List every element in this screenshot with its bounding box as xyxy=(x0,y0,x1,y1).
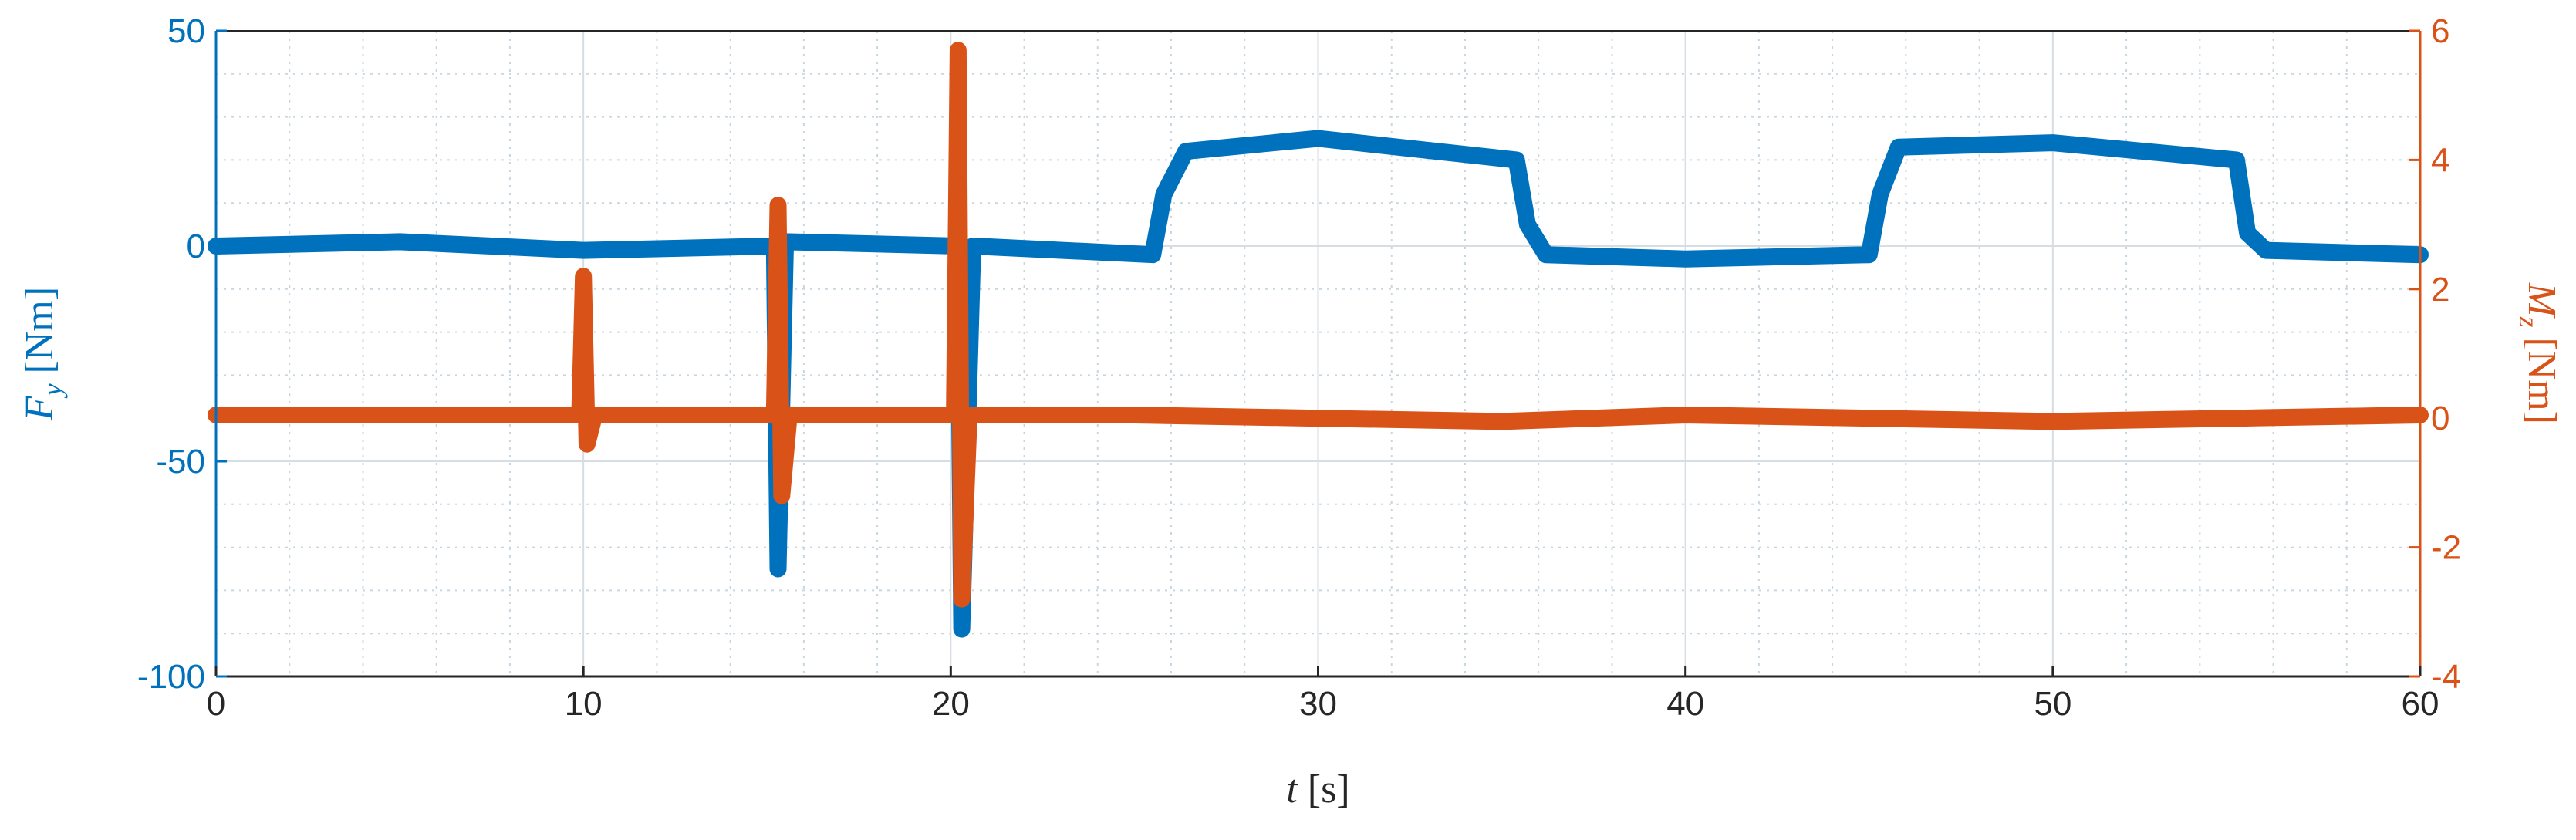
right-y-axis-label-subscript: z xyxy=(2514,315,2544,327)
x-axis-label-variable: t xyxy=(1286,767,1298,811)
x-tick-label: 50 xyxy=(2034,685,2071,723)
left-y-axis-label-variable: F xyxy=(18,395,62,421)
left-y-tick-label: 0 xyxy=(187,228,205,265)
labels-layer: 0 10 20 30 40 50 60 -100 -50 0 50 -4 -2 0 2 4 6 t [s] Fy [… xyxy=(18,12,2564,811)
x-axis-label: t [s] xyxy=(1286,767,1349,811)
x-tick-label: 60 xyxy=(2402,685,2439,723)
right-y-tick-label: -4 xyxy=(2431,658,2461,696)
x-tick-label: 10 xyxy=(565,685,603,723)
right-y-axis-label-variable: M xyxy=(2520,282,2564,319)
right-y-tick-label: 6 xyxy=(2431,12,2449,50)
right-y-tick-label: 0 xyxy=(2431,400,2449,437)
right-y-tick-label: 4 xyxy=(2431,141,2449,179)
x-tick-label: 20 xyxy=(932,685,970,723)
right-y-axis-label-unit: [Nm] xyxy=(2520,327,2564,424)
right-y-tick-label: 2 xyxy=(2431,271,2449,309)
mz-series-line xyxy=(208,42,2429,608)
x-tick-label: 40 xyxy=(1666,685,1704,723)
series-layer xyxy=(208,42,2429,638)
x-tick-label: 30 xyxy=(1299,685,1337,723)
right-y-axis-label: Mz [Nm] xyxy=(2514,282,2564,424)
x-axis-label-unit: [s] xyxy=(1298,767,1350,811)
left-y-tick-label: -50 xyxy=(156,443,205,481)
x-tick-label: 0 xyxy=(207,685,225,723)
left-y-tick-label: 50 xyxy=(167,12,205,50)
left-y-tick-label: -100 xyxy=(137,658,205,696)
right-y-tick-label: -2 xyxy=(2431,529,2461,567)
left-y-axis-label-subscript: y xyxy=(37,383,68,398)
axes-layer xyxy=(214,29,2422,678)
left-y-axis-label: Fy [Nm] xyxy=(18,287,68,421)
fy-series-line xyxy=(208,130,2429,638)
left-y-axis-label-unit: [Nm] xyxy=(18,287,62,384)
